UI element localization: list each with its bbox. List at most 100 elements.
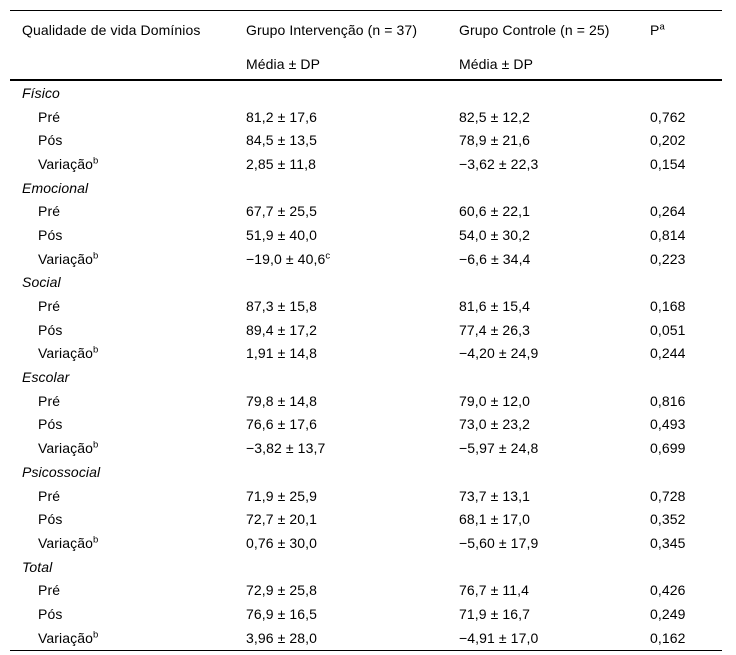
p-value-cell: 0,162: [650, 629, 686, 646]
row-footnote-marker: b: [93, 344, 99, 356]
table-row: Variaçãob 1,91 ± 14,8 −4,20 ± 24,9 0,244: [10, 342, 722, 366]
intervention-value: 1,91 ± 14,8: [246, 345, 318, 362]
intervention-value-cell: 2,85 ± 11,8: [246, 152, 459, 176]
row-label-cell: Pós: [10, 318, 246, 342]
row-label: Pós: [38, 605, 63, 622]
control-value-cell: 54,0 ± 30,2: [459, 226, 531, 243]
control-value-cell: 60,6 ± 22,1: [459, 203, 531, 220]
intervention-value-cell: 87,3 ± 15,8: [246, 294, 459, 318]
table-row: Pós 51,9 ± 40,0 54,0 ± 30,2 0,814: [10, 223, 722, 247]
empty-cell: [650, 460, 722, 484]
row-footnote-marker: b: [93, 439, 99, 451]
intervention-value: 89,4 ± 17,2: [246, 321, 318, 338]
row-label-cell: Pré: [10, 389, 246, 413]
p-value-cell: 0,051: [650, 321, 686, 338]
intervention-value: 51,9 ± 40,0: [246, 226, 318, 243]
intervention-value-cell: 71,9 ± 25,9: [246, 484, 459, 508]
p-value-cell: 0,762: [650, 108, 686, 125]
p-value-cell: 0,249: [650, 605, 686, 622]
intervention-value-cell: 72,7 ± 20,1: [246, 507, 459, 531]
table-body: Físico Pré 81,2 ± 17,6 82,5 ± 12,2 0,762…: [10, 80, 722, 650]
control-value-cell: 73,0 ± 23,2: [459, 416, 531, 433]
row-label-cell: Pós: [10, 223, 246, 247]
section-header-row: Psicossocial: [10, 460, 722, 484]
table-row: Pós 76,9 ± 16,5 71,9 ± 16,7 0,249: [10, 602, 722, 626]
table-row: Variaçãob −19,0 ± 40,6c −6,6 ± 34,4 0,22…: [10, 247, 722, 271]
row-label: Pré: [38, 108, 61, 125]
intervention-value: 2,85 ± 11,8: [246, 155, 317, 172]
row-label: Pré: [38, 582, 61, 599]
subheader-row: Média ± DP Média ± DP: [10, 45, 722, 80]
intervention-value: −3,82 ± 13,7: [246, 440, 326, 457]
p-value-cell: 0,154: [650, 155, 686, 172]
row-label-cell: Variaçãob: [10, 436, 246, 460]
p-value-cell: 0,202: [650, 132, 686, 149]
intervention-value: 72,7 ± 20,1: [246, 511, 318, 528]
row-label: Variação: [38, 345, 94, 362]
table-row: Pré 67,7 ± 25,5 60,6 ± 22,1 0,264: [10, 199, 722, 223]
header-domains: Qualidade de vida Domínios: [22, 21, 201, 38]
control-value-cell: 68,1 ± 17,0: [459, 511, 531, 528]
control-value-cell: −3,62 ± 22,3: [459, 155, 539, 172]
table-row: Variaçãob −3,82 ± 13,7 −5,97 ± 24,8 0,69…: [10, 436, 722, 460]
table-row: Pré 71,9 ± 25,9 73,7 ± 13,1 0,728: [10, 484, 722, 508]
value-footnote-marker: c: [325, 250, 331, 261]
table-row: Pós 89,4 ± 17,2 77,4 ± 26,3 0,051: [10, 318, 722, 342]
intervention-value: 72,9 ± 25,8: [246, 582, 318, 599]
intervention-value-cell: 3,96 ± 28,0: [246, 626, 459, 650]
domain-section-label: Social: [22, 274, 61, 291]
empty-cell: [459, 80, 650, 105]
row-label-cell: Variaçãob: [10, 531, 246, 555]
row-label: Pós: [38, 321, 63, 338]
intervention-value: 81,2 ± 17,6: [246, 108, 318, 125]
row-label: Pré: [38, 203, 61, 220]
p-value-cell: 0,814: [650, 226, 686, 243]
row-label-cell: Pré: [10, 484, 246, 508]
row-label: Pós: [38, 132, 63, 149]
table-row: Variaçãob 0,76 ± 30,0 −5,60 ± 17,9 0,345: [10, 531, 722, 555]
domain-section-label: Escolar: [22, 369, 70, 386]
table-row: Pós 72,7 ± 20,1 68,1 ± 17,0 0,352: [10, 507, 722, 531]
intervention-value-cell: 81,2 ± 17,6: [246, 105, 459, 129]
row-label-cell: Pré: [10, 578, 246, 602]
empty-cell: [650, 80, 722, 105]
row-label: Variação: [38, 155, 94, 172]
section-header-row: Escolar: [10, 365, 722, 389]
row-label-cell: Pós: [10, 128, 246, 152]
section-header-row: Total: [10, 555, 722, 579]
row-label: Variação: [38, 440, 94, 457]
intervention-value: 76,9 ± 16,5: [246, 605, 318, 622]
domain-section-label: Psicossocial: [22, 463, 101, 480]
p-label: P: [650, 21, 660, 38]
control-value-cell: −5,60 ± 17,9: [459, 534, 539, 551]
table-row: Pré 81,2 ± 17,6 82,5 ± 12,2 0,762: [10, 105, 722, 129]
row-label-cell: Variaçãob: [10, 247, 246, 271]
row-label: Pré: [38, 298, 61, 315]
row-label-cell: Pós: [10, 602, 246, 626]
row-label: Pré: [38, 392, 61, 409]
row-label: Pós: [38, 511, 63, 528]
row-label-cell: Pré: [10, 105, 246, 129]
intervention-value: 71,9 ± 25,9: [246, 487, 318, 504]
intervention-value: 67,7 ± 25,5: [246, 203, 318, 220]
row-label-cell: Pós: [10, 413, 246, 437]
row-label-cell: Variaçãob: [10, 626, 246, 650]
row-label: Pré: [38, 487, 61, 504]
subheader-empty: [10, 45, 246, 80]
section-header-row: Emocional: [10, 176, 722, 200]
intervention-value-cell: 1,91 ± 14,8: [246, 342, 459, 366]
domain-section-label: Emocional: [22, 179, 89, 196]
header-control-group: Grupo Controle (n = 25): [459, 21, 610, 38]
row-label-cell: Pós: [10, 507, 246, 531]
control-value-cell: 71,9 ± 16,7: [459, 605, 531, 622]
empty-cell: [246, 80, 459, 105]
intervention-value-cell: 51,9 ± 40,0: [246, 223, 459, 247]
section-header-row: Social: [10, 271, 722, 295]
control-value-cell: 82,5 ± 12,2: [459, 108, 531, 125]
row-label: Pós: [38, 416, 63, 433]
intervention-value: 87,3 ± 15,8: [246, 298, 318, 315]
intervention-value: 76,6 ± 17,6: [246, 416, 318, 433]
table-row: Variaçãob 2,85 ± 11,8 −3,62 ± 22,3 0,154: [10, 152, 722, 176]
p-value-cell: 0,223: [650, 250, 686, 267]
subheader-empty-p: [650, 45, 722, 80]
